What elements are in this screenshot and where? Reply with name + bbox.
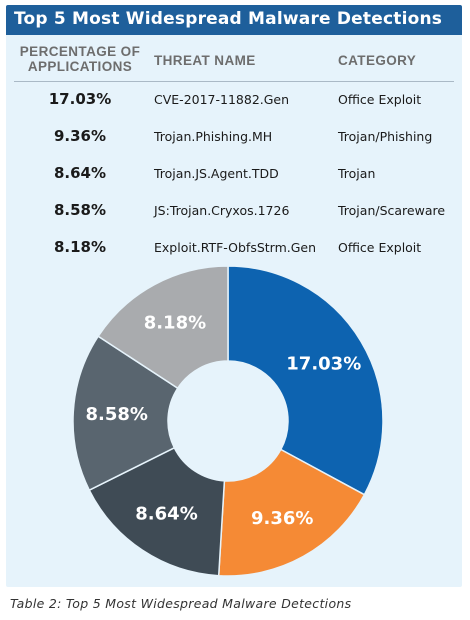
chart-title: Top 5 Most Widespread Malware Detections [14,9,443,29]
table-row: 9.36% Trojan.Phishing.MH Trojan/Phishing [6,124,462,152]
row-category: Trojan/Phishing [338,129,433,144]
title-bar: Top 5 Most Widespread Malware Detections [6,5,462,35]
chart-panel: Top 5 Most Widespread Malware Detections… [6,5,462,587]
row-percentage: 17.03% [48,90,112,108]
row-threat-name: CVE-2017-11882.Gen [154,92,290,107]
table-row: 8.64% Trojan.JS.Agent.TDD Trojan [6,161,462,189]
donut-slice-label: 8.18% [144,312,206,333]
header-threat-name: THREAT NAME [154,53,256,68]
donut-slice-label: 8.64% [135,504,197,525]
donut-slice-label: 17.03% [286,353,361,374]
figure-caption: Table 2: Top 5 Most Widespread Malware D… [10,596,352,611]
row-category: Trojan [338,166,376,181]
row-threat-name: Trojan.JS.Agent.TDD [154,166,279,181]
row-percentage: 8.58% [53,201,107,219]
donut-labels: 17.03% 9.36% 8.64% 8.58% 8.18% [85,312,361,528]
row-percentage: 8.18% [53,238,107,256]
table-row: 17.03% CVE-2017-11882.Gen Office Exploit [6,87,462,115]
donut-hole [168,361,288,481]
row-category: Trojan/Scareware [338,203,446,218]
header-percentage-line1: PERCENTAGE OF [19,44,141,59]
header-divider [14,81,454,82]
header-percentage-line2: APPLICATIONS [27,59,133,74]
row-percentage: 8.64% [53,164,107,182]
header-percentage: PERCENTAGE OF APPLICATIONS [16,44,144,74]
table-row: 8.58% JS:Trojan.Cryxos.1726 Trojan/Scare… [6,198,462,226]
row-category: Office Exploit [338,240,422,255]
row-threat-name: Trojan.Phishing.MH [154,129,273,144]
donut-slice-label: 9.36% [251,508,313,529]
donut-slice-label: 8.58% [85,404,147,425]
row-percentage: 9.36% [53,127,107,145]
donut-slices [72,265,384,577]
row-threat-name: Exploit.RTF-ObfsStrm.Gen [154,240,317,255]
header-category: CATEGORY [338,53,417,68]
row-category: Office Exploit [338,92,422,107]
row-threat-name: JS:Trojan.Cryxos.1726 [154,203,290,218]
table-row: 8.18% Exploit.RTF-ObfsStrm.Gen Office Ex… [6,235,462,263]
donut-chart: 17.03% 9.36% 8.64% 8.58% 8.18% [72,265,384,577]
